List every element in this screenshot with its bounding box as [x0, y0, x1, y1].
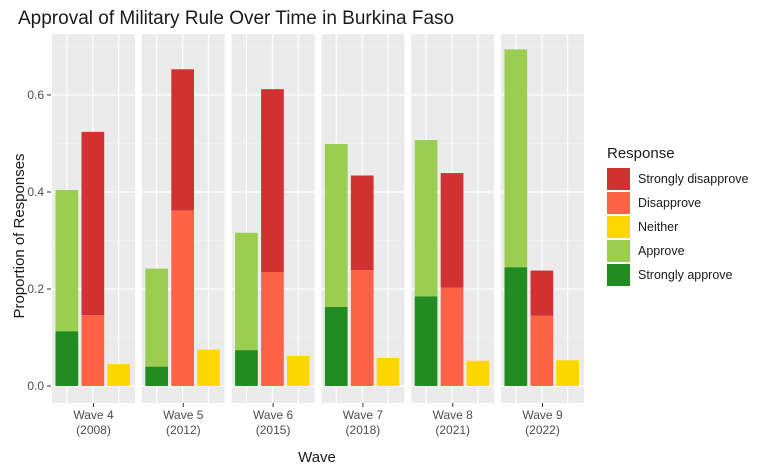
neither-neither-bar	[107, 364, 130, 386]
disapprove-group-strongly-disapprove-bar	[81, 131, 105, 316]
neither-neither-bar	[286, 355, 310, 386]
legend: Response Strongly disapprove Disapprove Ne…	[607, 145, 749, 286]
legend-label: Strongly approve	[638, 268, 733, 282]
legend-item: Neither	[607, 216, 678, 238]
facet-label-wave: Wave 8	[433, 408, 474, 422]
legend-swatch	[607, 240, 630, 262]
legend-swatch	[607, 216, 630, 238]
facet-panel: Wave 5(2012)	[141, 34, 225, 437]
legend-label: Approve	[638, 244, 685, 258]
approve-group-approve-bar	[145, 268, 168, 367]
legend-swatch	[607, 192, 630, 214]
y-tick-label: 0.6	[27, 88, 44, 102]
approve-group-strongly-approve-bar	[414, 296, 438, 386]
y-tick-label: 0.2	[27, 282, 44, 296]
legend-swatch	[607, 168, 630, 190]
approve-group-strongly-approve-bar	[235, 350, 258, 386]
legend-label: Disapprove	[638, 196, 701, 210]
approve-group-approve-bar	[55, 190, 79, 332]
approve-group-approve-bar	[235, 232, 258, 351]
facet-label-year: (2022)	[525, 423, 560, 437]
y-tick-label: 0.0	[27, 379, 44, 393]
neither-neither-bar	[466, 360, 490, 386]
disapprove-group-disapprove-bar	[81, 315, 105, 386]
facet-label-year: (2012)	[166, 423, 201, 437]
disapprove-group-strongly-disapprove-bar	[261, 89, 284, 273]
facet-label-wave: Wave 6	[253, 408, 294, 422]
facet-panel: Wave 9(2022)	[501, 34, 584, 437]
approve-group-strongly-approve-bar	[55, 331, 79, 386]
x-axis-title: Wave	[298, 449, 336, 466]
legend-item: Approve	[607, 240, 685, 262]
approve-group-strongly-approve-bar	[504, 267, 528, 386]
disapprove-group-strongly-disapprove-bar	[530, 270, 554, 316]
disapprove-group-strongly-disapprove-bar	[440, 173, 464, 288]
approve-group-approve-bar	[324, 143, 348, 307]
disapprove-group-disapprove-bar	[171, 210, 194, 386]
disapprove-group-strongly-disapprove-bar	[171, 69, 194, 211]
chart-title: Approval of Military Rule Over Time in B…	[18, 8, 454, 29]
facet-panel: Wave 6(2015)	[231, 34, 315, 437]
approve-group-approve-bar	[504, 49, 528, 268]
neither-neither-bar	[556, 360, 579, 386]
disapprove-group-disapprove-bar	[530, 315, 554, 386]
neither-neither-bar	[197, 349, 220, 386]
y-tick-label: 0.4	[27, 185, 44, 199]
approve-group-strongly-approve-bar	[145, 366, 168, 386]
approve-group-strongly-approve-bar	[324, 306, 348, 386]
facet-label-year: (2008)	[76, 423, 111, 437]
legend-label: Neither	[638, 220, 678, 234]
facet-label-year: (2021)	[435, 423, 470, 437]
legend-title: Response	[607, 145, 675, 162]
y-axis-title: Proportion of Responses	[11, 153, 28, 318]
disapprove-group-strongly-disapprove-bar	[350, 175, 374, 271]
disapprove-group-disapprove-bar	[440, 287, 464, 386]
legend-swatch	[607, 264, 630, 286]
facet-panel: Wave 8(2021)	[411, 34, 495, 437]
facet-panel: Wave 7(2018)	[321, 34, 405, 437]
facet-label-wave: Wave 5	[163, 408, 204, 422]
legend-item: Disapprove	[607, 192, 701, 214]
facet-label-wave: Wave 4	[73, 408, 114, 422]
legend-label: Strongly disapprove	[638, 172, 749, 186]
legend-item: Strongly disapprove	[607, 168, 749, 190]
disapprove-group-disapprove-bar	[261, 272, 284, 386]
facet-label-wave: Wave 7	[343, 408, 384, 422]
legend-item: Strongly approve	[607, 264, 733, 286]
facet-label-year: (2018)	[346, 423, 381, 437]
facet-panel: Wave 4(2008)	[52, 34, 135, 437]
facet-label-wave: Wave 9	[522, 408, 563, 422]
neither-neither-bar	[376, 357, 400, 386]
facet-label-year: (2015)	[256, 423, 291, 437]
facet-panels: Wave 4(2008)Wave 5(2012)Wave 6(2015)Wave…	[52, 34, 584, 437]
disapprove-group-disapprove-bar	[350, 270, 374, 386]
approve-group-approve-bar	[414, 140, 438, 297]
y-axis: 0.0 0.2 0.4 0.6	[27, 88, 51, 393]
